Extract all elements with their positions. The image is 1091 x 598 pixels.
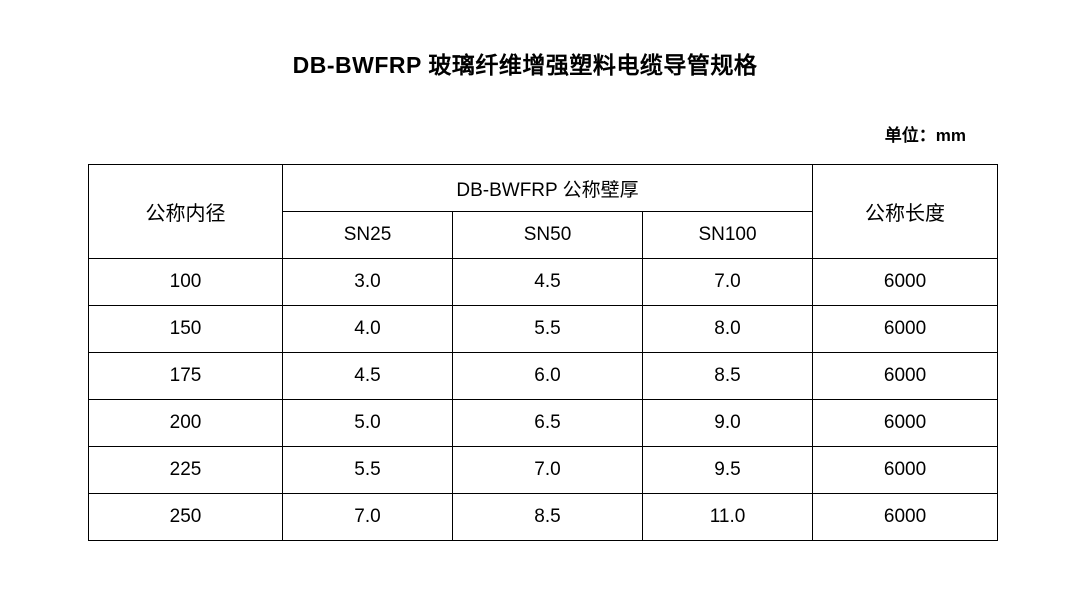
cell-sn25: 3.0	[282, 258, 453, 306]
header-sn25: SN25	[282, 211, 453, 259]
cell-sn100: 8.5	[641, 352, 814, 400]
table-row: 225 5.5 7.0 9.5 6000	[88, 446, 999, 494]
cell-nominal-diameter: 250	[88, 493, 283, 541]
cell-nominal-length: 6000	[812, 352, 999, 400]
cell-nominal-length: 6000	[812, 399, 999, 447]
cell-sn50: 6.5	[452, 399, 643, 447]
table-row: 200 5.0 6.5 9.0 6000	[88, 399, 999, 447]
cell-nominal-diameter: 150	[88, 305, 283, 353]
cell-nominal-length: 6000	[812, 493, 999, 541]
cell-sn100: 11.0	[641, 493, 814, 541]
table-row: 100 3.0 4.5 7.0 6000	[88, 258, 999, 306]
cell-sn50: 6.0	[452, 352, 643, 400]
cell-sn25: 5.0	[282, 399, 453, 447]
cell-sn100: 9.0	[641, 399, 814, 447]
cell-nominal-length: 6000	[812, 446, 999, 494]
cell-sn50: 4.5	[452, 258, 643, 306]
cell-sn25: 5.5	[282, 446, 453, 494]
cell-nominal-length: 6000	[812, 305, 999, 353]
cell-sn100: 8.0	[641, 305, 814, 353]
header-nominal-length: 公称长度	[812, 164, 999, 259]
cell-sn25: 7.0	[282, 493, 453, 541]
page-title: DB-BWFRP 玻璃纤维增强塑料电缆导管规格	[292, 52, 758, 78]
cell-sn100: 9.5	[641, 446, 814, 494]
unit-label: 单位：mm	[884, 126, 966, 145]
header-nominal-diameter: 公称内径	[88, 164, 283, 259]
cell-nominal-length: 6000	[812, 258, 999, 306]
table-row: 150 4.0 5.5 8.0 6000	[88, 305, 999, 353]
spec-table: 公称内径 DB-BWFRP 公称壁厚 公称长度 SN25 SN50 SN100 …	[88, 164, 999, 541]
cell-sn100: 7.0	[641, 258, 814, 306]
table-row: 250 7.0 8.5 11.0 6000	[88, 493, 999, 541]
cell-sn25: 4.0	[282, 305, 453, 353]
header-row-top: 公称内径 DB-BWFRP 公称壁厚 公称长度	[88, 164, 999, 259]
header-row-sn: SN25 SN50 SN100	[89, 211, 998, 259]
table-row: 175 4.5 6.0 8.5 6000	[88, 352, 999, 400]
header-sn100: SN100	[641, 211, 814, 259]
cell-nominal-diameter: 225	[88, 446, 283, 494]
cell-nominal-diameter: 175	[88, 352, 283, 400]
cell-sn50: 7.0	[452, 446, 643, 494]
cell-sn25: 4.5	[282, 352, 453, 400]
cell-sn50: 5.5	[452, 305, 643, 353]
cell-nominal-diameter: 200	[88, 399, 283, 447]
header-sn50: SN50	[452, 211, 643, 259]
cell-sn50: 8.5	[452, 493, 643, 541]
cell-nominal-diameter: 100	[88, 258, 283, 306]
header-wall-thickness-group: DB-BWFRP 公称壁厚	[281, 164, 814, 212]
